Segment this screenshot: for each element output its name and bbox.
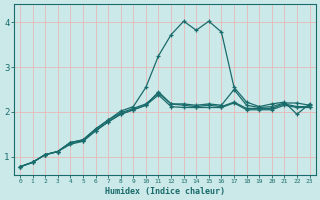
X-axis label: Humidex (Indice chaleur): Humidex (Indice chaleur) [105,187,225,196]
